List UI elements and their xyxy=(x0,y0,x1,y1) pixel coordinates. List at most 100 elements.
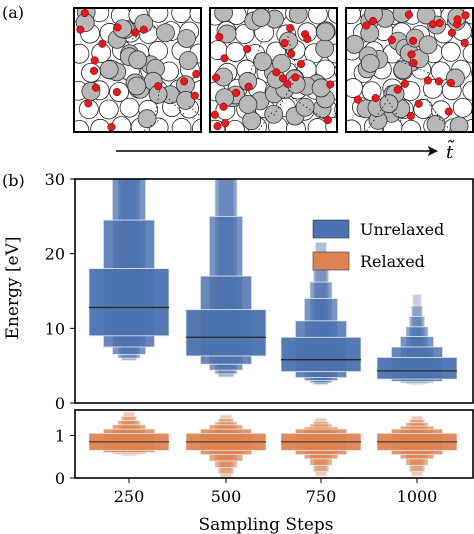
y-axis-label: Energy [eV] xyxy=(3,236,23,339)
atom-red xyxy=(434,77,443,86)
atom-red xyxy=(98,39,107,48)
atom-red xyxy=(291,73,300,82)
y-tick-label: 0 xyxy=(55,469,65,488)
atom-white xyxy=(171,8,192,23)
atom-white xyxy=(90,118,111,132)
x-tick-label: 1000 xyxy=(397,487,438,506)
atom-red xyxy=(460,38,469,47)
atom-gray xyxy=(177,29,196,48)
atom-red xyxy=(297,59,306,69)
atom-gray xyxy=(253,52,272,71)
atom-red xyxy=(371,93,380,103)
bond-dotted xyxy=(140,117,162,132)
atom-gray xyxy=(251,8,271,27)
atom-red xyxy=(446,78,456,88)
atom-gray xyxy=(128,50,148,70)
atom-white xyxy=(440,41,461,62)
legend-label-unrelaxed: Unrelaxed xyxy=(360,220,444,239)
atom-red xyxy=(84,99,93,108)
atom-white xyxy=(307,8,328,25)
atom-red xyxy=(414,99,423,108)
legend-label-relaxed: Relaxed xyxy=(360,252,425,271)
y-tick-label: 1 xyxy=(55,427,65,446)
axes-frame-unrelaxed xyxy=(74,178,474,404)
snapshot-panels xyxy=(73,7,474,133)
bond-dotted xyxy=(165,95,187,117)
boxen-unrelaxed-1000 xyxy=(376,294,458,386)
atom-gray xyxy=(264,104,284,124)
boxen-level xyxy=(280,336,362,373)
legend: Unrelaxed Relaxed xyxy=(312,219,444,271)
atom-red xyxy=(112,88,121,97)
atom-red xyxy=(210,110,219,119)
atom-red xyxy=(131,28,140,37)
atom-gray xyxy=(316,22,335,42)
atom-red xyxy=(221,119,230,128)
atom-white xyxy=(119,97,140,118)
x-tick-label: 750 xyxy=(306,487,337,506)
boxen-relaxed-750 xyxy=(280,418,362,477)
atom-red xyxy=(404,10,413,19)
bond-dotted xyxy=(429,104,452,132)
atom-red xyxy=(326,80,335,89)
atom-red xyxy=(303,34,312,43)
time-axis-label: t̃ xyxy=(446,140,455,163)
boxen-level xyxy=(88,268,170,337)
atom-red xyxy=(278,74,287,83)
atom-red xyxy=(286,24,295,33)
bond-dotted xyxy=(131,25,159,40)
atom-red xyxy=(400,79,409,88)
axes-frame-relaxed xyxy=(74,409,474,479)
boxen-unrelaxed-250 xyxy=(88,179,170,361)
atom-red xyxy=(91,83,101,92)
boxen-level xyxy=(376,357,458,380)
atom-red xyxy=(453,15,462,24)
boxen-level xyxy=(185,309,267,357)
atom-red xyxy=(409,58,418,68)
atom-red xyxy=(90,56,99,65)
atom-red xyxy=(393,85,402,94)
legend-swatch-unrelaxed xyxy=(312,219,350,239)
atom-white xyxy=(148,8,169,23)
y-tick-label: 0 xyxy=(55,394,65,413)
atom-gray xyxy=(360,53,380,73)
snapshot-2 xyxy=(209,7,338,133)
atom-white xyxy=(327,8,337,24)
atom-gray xyxy=(379,94,399,114)
atom-gray xyxy=(418,35,438,55)
chart-panel-relaxed: 01 xyxy=(55,409,474,488)
atom-gray xyxy=(295,97,315,117)
snapshot-frame xyxy=(209,7,338,133)
atom-gray xyxy=(156,23,175,43)
plot-area-unrelaxed xyxy=(88,179,458,386)
atom-white xyxy=(346,119,362,132)
atom-red xyxy=(272,68,281,77)
snapshot-frame xyxy=(345,7,474,133)
atom-white xyxy=(225,42,246,62)
atom-red xyxy=(444,107,453,116)
atom-red xyxy=(211,73,221,82)
atom-red xyxy=(280,39,289,48)
atom-red xyxy=(461,11,470,20)
y-tick-label: 10 xyxy=(45,319,65,338)
time-arrow xyxy=(116,146,438,156)
atom-white xyxy=(171,118,192,132)
atom-red xyxy=(215,32,224,42)
atom-red xyxy=(368,16,378,26)
atom-red xyxy=(190,91,199,100)
atom-red xyxy=(213,122,222,131)
atom-red xyxy=(107,123,116,132)
atom-red xyxy=(407,50,416,59)
atom-red xyxy=(423,76,432,85)
atom-red xyxy=(139,25,148,34)
atom-red xyxy=(76,25,85,34)
atom-red xyxy=(362,21,371,30)
atom-gray xyxy=(288,8,308,24)
atom-red xyxy=(409,36,418,45)
snapshot-3 xyxy=(345,7,474,133)
atom-red xyxy=(80,9,89,18)
atom-gray xyxy=(449,116,469,132)
atom-red xyxy=(287,49,296,58)
